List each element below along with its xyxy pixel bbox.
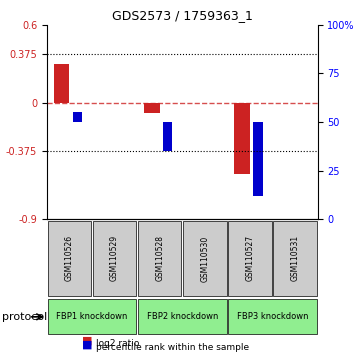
Text: GSM110526: GSM110526 — [65, 235, 74, 281]
Text: FBP3 knockdown: FBP3 knockdown — [237, 312, 308, 321]
Bar — [54, 64, 70, 103]
FancyBboxPatch shape — [138, 299, 227, 334]
Text: ■: ■ — [82, 335, 93, 345]
FancyBboxPatch shape — [48, 299, 136, 334]
Text: percentile rank within the sample: percentile rank within the sample — [96, 343, 249, 352]
Text: GSM110527: GSM110527 — [245, 235, 255, 281]
FancyBboxPatch shape — [229, 221, 272, 296]
Bar — [144, 103, 160, 113]
Text: log2 ratio: log2 ratio — [96, 339, 139, 348]
Bar — [73, 112, 82, 122]
FancyBboxPatch shape — [48, 221, 91, 296]
FancyBboxPatch shape — [229, 299, 317, 334]
FancyBboxPatch shape — [183, 221, 227, 296]
Text: GSM110531: GSM110531 — [291, 235, 300, 281]
Bar — [234, 103, 250, 174]
Text: GSM110529: GSM110529 — [110, 235, 119, 281]
Bar — [253, 122, 263, 196]
Text: FBP2 knockdown: FBP2 knockdown — [147, 312, 218, 321]
Text: protocol: protocol — [2, 312, 47, 322]
Text: ■: ■ — [82, 339, 93, 349]
Bar — [163, 122, 173, 152]
Title: GDS2573 / 1759363_1: GDS2573 / 1759363_1 — [112, 9, 253, 22]
Text: GSM110528: GSM110528 — [155, 235, 164, 281]
FancyBboxPatch shape — [138, 221, 182, 296]
FancyBboxPatch shape — [93, 221, 136, 296]
Text: GSM110530: GSM110530 — [200, 235, 209, 281]
FancyBboxPatch shape — [274, 221, 317, 296]
Text: FBP1 knockdown: FBP1 knockdown — [56, 312, 128, 321]
